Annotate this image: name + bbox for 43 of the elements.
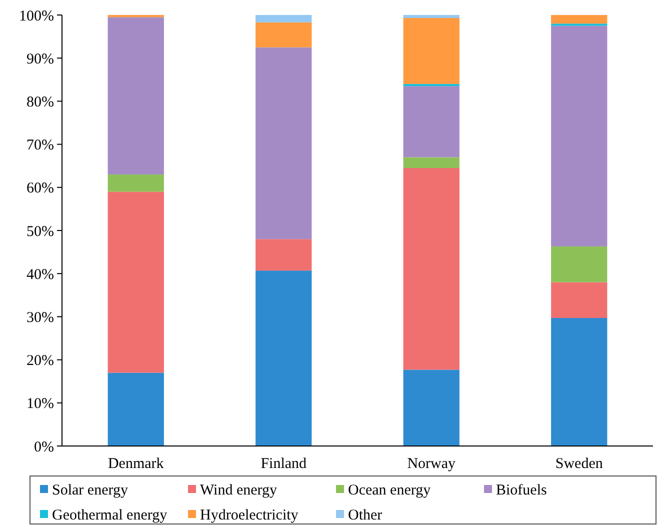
legend-label: Geothermal energy xyxy=(52,507,168,524)
y-tick-label: 30% xyxy=(26,310,54,326)
bar xyxy=(551,26,608,246)
y-tick-label: 100% xyxy=(19,8,54,24)
legend-label: Ocean energy xyxy=(348,482,432,498)
x-tick-label: Norway xyxy=(407,456,456,472)
y-tick-label: 40% xyxy=(26,266,54,283)
bar xyxy=(403,168,460,370)
bar xyxy=(108,174,164,192)
y-tick-label: 10% xyxy=(26,396,54,412)
bar xyxy=(403,15,460,18)
bar xyxy=(403,84,460,86)
bar xyxy=(403,18,460,84)
bar xyxy=(108,372,164,446)
bar xyxy=(256,15,312,22)
bar xyxy=(108,17,164,174)
x-tick-label: Denmark xyxy=(108,456,164,472)
bar xyxy=(551,246,608,282)
bar xyxy=(256,270,312,446)
y-tick-label: 80% xyxy=(26,94,54,110)
y-tick-label: 20% xyxy=(26,353,54,370)
bar xyxy=(403,157,460,168)
legend-label: Biofuels xyxy=(496,482,547,498)
legend-label: Solar energy xyxy=(52,482,128,498)
bar xyxy=(403,370,460,446)
bar xyxy=(108,192,164,373)
bar xyxy=(256,47,312,240)
y-tick-label: 90% xyxy=(26,51,54,68)
legend-label: Other xyxy=(348,507,382,524)
legend-label: Wind energy xyxy=(200,482,278,498)
bar xyxy=(256,22,312,48)
bar xyxy=(551,318,608,446)
x-tick-label: Finland xyxy=(260,456,308,472)
bar xyxy=(256,239,312,271)
bar xyxy=(403,86,460,158)
x-tick-label: Sweden xyxy=(555,456,604,472)
y-tick-label: 70% xyxy=(26,138,54,154)
legend-label: Hydroelectricity xyxy=(200,507,299,524)
y-tick-label: 0% xyxy=(34,439,54,456)
bar xyxy=(551,282,608,318)
bar xyxy=(551,15,608,24)
y-tick-label: 50% xyxy=(26,224,54,240)
y-tick-label: 60% xyxy=(26,180,54,197)
